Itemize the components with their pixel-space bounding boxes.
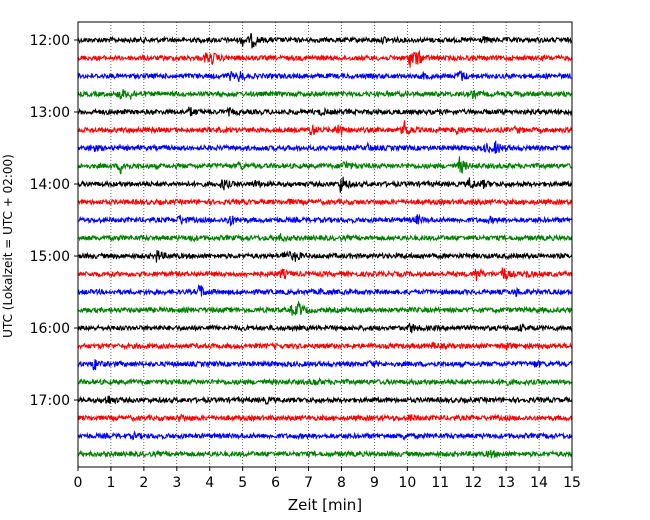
x-tick-label: 11 (431, 475, 449, 491)
trace-1230 (77, 70, 573, 83)
x-tick-label: 3 (172, 475, 181, 491)
x-tick-label: 15 (563, 475, 581, 491)
trace-1615 (77, 341, 573, 351)
trace-1445 (77, 233, 573, 243)
x-tick-label: 4 (205, 475, 214, 491)
trace-1200 (77, 32, 573, 49)
x-tick-label: 9 (370, 475, 379, 491)
y-tick-label: 15:00 (30, 249, 70, 265)
x-axis-label: Zeit [min] (288, 496, 362, 514)
trace-1730 (77, 430, 573, 441)
trace-1315 (77, 120, 573, 137)
plot-frame (77, 21, 573, 468)
trace-1700 (77, 395, 573, 405)
x-tick-label: 5 (238, 475, 247, 491)
trace-1745 (77, 449, 573, 459)
trace-1400 (77, 176, 573, 193)
grid-lines (110, 22, 540, 467)
trace-1300 (77, 106, 573, 117)
y-tick-label: 17:00 (30, 393, 70, 409)
y-tick-label: 14:00 (30, 177, 70, 193)
trace-1515 (77, 266, 573, 282)
x-tick-label: 8 (337, 475, 346, 491)
seismic-traces (77, 32, 573, 459)
y-tick-label: 12:00 (30, 33, 70, 49)
x-tick-label: 7 (304, 475, 313, 491)
trace-1645 (77, 376, 573, 387)
trace-1215 (77, 49, 573, 68)
trace-1500 (77, 250, 573, 263)
x-tick-label: 13 (497, 475, 515, 491)
y-axis-ticks: 12:00 13:00 14:00 15:00 16:00 17:00 (30, 33, 78, 409)
x-tick-label: 0 (74, 475, 83, 491)
trace-1245 (77, 88, 573, 101)
y-tick-label: 13:00 (30, 105, 70, 121)
x-tick-label: 1 (106, 475, 115, 491)
x-tick-label: 12 (464, 475, 482, 491)
x-tick-label: 2 (139, 475, 148, 491)
y-axis-label: UTC (Lokalzeit = UTC + 02:00) (1, 154, 15, 338)
trace-1545 (77, 301, 573, 316)
x-axis-ticks: 0 1 2 3 4 5 6 7 8 9 10 11 12 13 14 15 (74, 467, 581, 491)
trace-1415 (77, 197, 573, 207)
trace-1715 (77, 413, 573, 423)
x-tick-label: 6 (271, 475, 280, 491)
trace-1530 (77, 284, 573, 297)
trace-1600 (77, 322, 573, 334)
x-tick-label: 10 (398, 475, 416, 491)
trace-1330 (77, 140, 573, 154)
trace-1630 (77, 359, 573, 371)
trace-1430 (77, 213, 573, 227)
y-tick-label: 16:00 (30, 321, 70, 337)
x-tick-label: 14 (530, 475, 548, 491)
trace-1345 (77, 156, 573, 175)
